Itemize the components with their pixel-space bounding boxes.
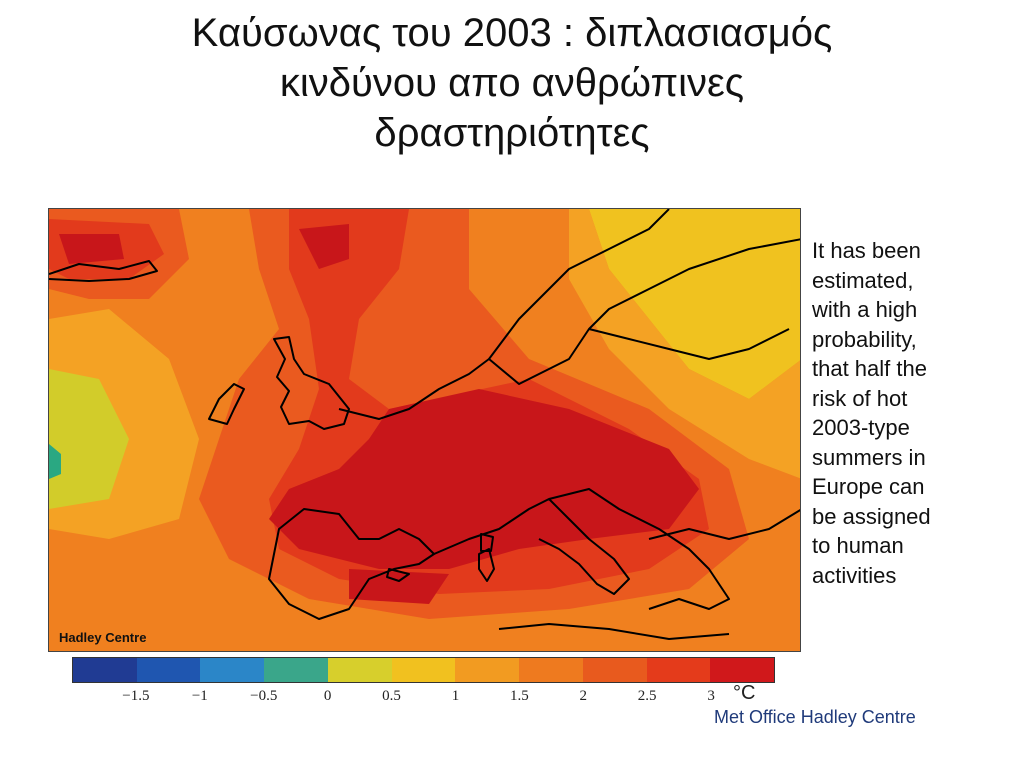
caption-line-6: risk of hot xyxy=(812,385,908,411)
color-scale-swatch xyxy=(73,658,137,682)
warm-region-yellow-west xyxy=(49,369,129,509)
color-scale-tick-label: 2.5 xyxy=(637,688,657,704)
color-scale-swatch xyxy=(264,658,328,682)
title-line-2: κινδύνου απο ανθρώπινες xyxy=(279,61,745,105)
color-scale-swatch xyxy=(455,658,520,682)
side-caption: It has been estimated, with a high proba… xyxy=(812,236,1012,590)
hot-region-dark-red-central xyxy=(269,389,699,569)
color-scale-tick-label: 0 xyxy=(323,688,332,704)
color-scale-tick-label: 1 xyxy=(451,688,460,704)
color-scale-swatch xyxy=(582,658,647,682)
caption-line-12: activities xyxy=(812,562,897,588)
caption-line-1: It has been xyxy=(812,238,921,263)
color-scale-unit: °C xyxy=(733,682,756,704)
slide-title: Καύσωνας του 2003 : διπλασιασμός κινδύνο… xyxy=(40,8,984,158)
caption-line-5: that half the xyxy=(812,356,927,381)
map-graphic xyxy=(49,209,800,651)
caption-line-3: with a high xyxy=(812,297,918,322)
map-credit-label: Hadley Centre xyxy=(59,630,147,645)
temperature-anomaly-map: Hadley Centre xyxy=(48,208,801,652)
caption-line-2: estimated, xyxy=(812,267,914,293)
color-scale-tick-label: 0.5 xyxy=(382,688,401,704)
title-line-1: Καύσωνας του 2003 : διπλασιασμός xyxy=(191,11,833,55)
color-scale-swatch xyxy=(136,658,201,682)
color-scale-swatch xyxy=(327,658,392,682)
color-scale-tick-label: 3 xyxy=(707,688,715,704)
caption-line-7: 2003-type xyxy=(812,415,910,440)
hot-region-dark-red-northwest xyxy=(59,234,124,264)
caption-line-8: summers in xyxy=(812,444,926,470)
color-scale-tick-label: −0.5 xyxy=(250,688,278,704)
coastlines xyxy=(49,209,800,640)
color-scale-tick-label: −1.5 xyxy=(122,688,150,704)
color-scale-tick-label: −1 xyxy=(191,688,208,704)
color-scale-swatch xyxy=(646,658,711,682)
color-scale-ticks: −1.5 −1 −0.5 0 0.5 1 1.5 2 2.5 3 xyxy=(72,688,775,710)
footer-credit: Met Office Hadley Centre xyxy=(714,707,916,727)
caption-line-4: probability, xyxy=(812,326,917,352)
caption-line-11: to human xyxy=(812,533,904,558)
color-scale-bar xyxy=(72,657,775,683)
hot-region-dark-red-north xyxy=(299,224,349,269)
color-scale-swatch xyxy=(710,658,775,682)
color-scale-swatch xyxy=(391,658,456,682)
color-scale-swatch xyxy=(519,658,583,682)
warm-region-yellow-northeast xyxy=(589,209,800,399)
title-line-3: δραστηριότητες xyxy=(374,111,650,155)
cool-region-teal-west xyxy=(49,444,61,479)
caption-line-10: be assigned xyxy=(812,503,931,529)
color-scale-tick-label: 2 xyxy=(579,688,588,704)
caption-line-9: Europe can xyxy=(812,474,925,499)
warm-region-light-orange-northeast xyxy=(569,209,800,479)
color-scale-swatch xyxy=(200,658,265,682)
color-scale-tick-label: 1.5 xyxy=(509,688,529,704)
